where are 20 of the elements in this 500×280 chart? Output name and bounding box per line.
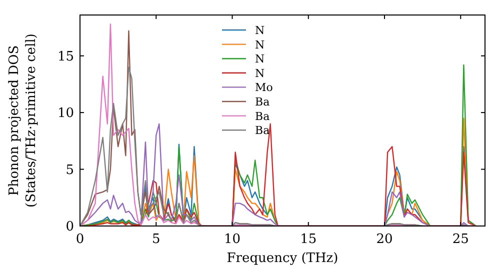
y-axis-title: Phonon projected DOS (States/THz·primitive cell)	[7, 33, 39, 208]
y-tick-label: 15	[57, 49, 74, 64]
x-tick-label: 20	[376, 232, 393, 247]
legend-label: N	[255, 24, 265, 37]
x-tick-label: 25	[452, 232, 469, 247]
legend-label: N	[255, 66, 265, 80]
y-tick-label: 10	[57, 106, 74, 122]
x-tick-label: 15	[300, 232, 317, 247]
x-tick-label: 10	[224, 232, 241, 247]
x-tick-label: 5	[152, 232, 160, 247]
x-axis-title: Frequency (THz)	[226, 251, 338, 266]
y-tick-label: 0	[66, 220, 74, 234]
legend-label: Mo	[255, 81, 274, 94]
legend-label: N	[255, 38, 265, 52]
legend-label: Ba	[255, 96, 270, 108]
legend-label: Ba	[255, 124, 270, 138]
x-tick-label: 0	[76, 232, 84, 247]
y-tick-label: 5	[66, 162, 74, 178]
legend-label: N	[255, 52, 265, 66]
legend-label: Ba	[255, 110, 270, 123]
